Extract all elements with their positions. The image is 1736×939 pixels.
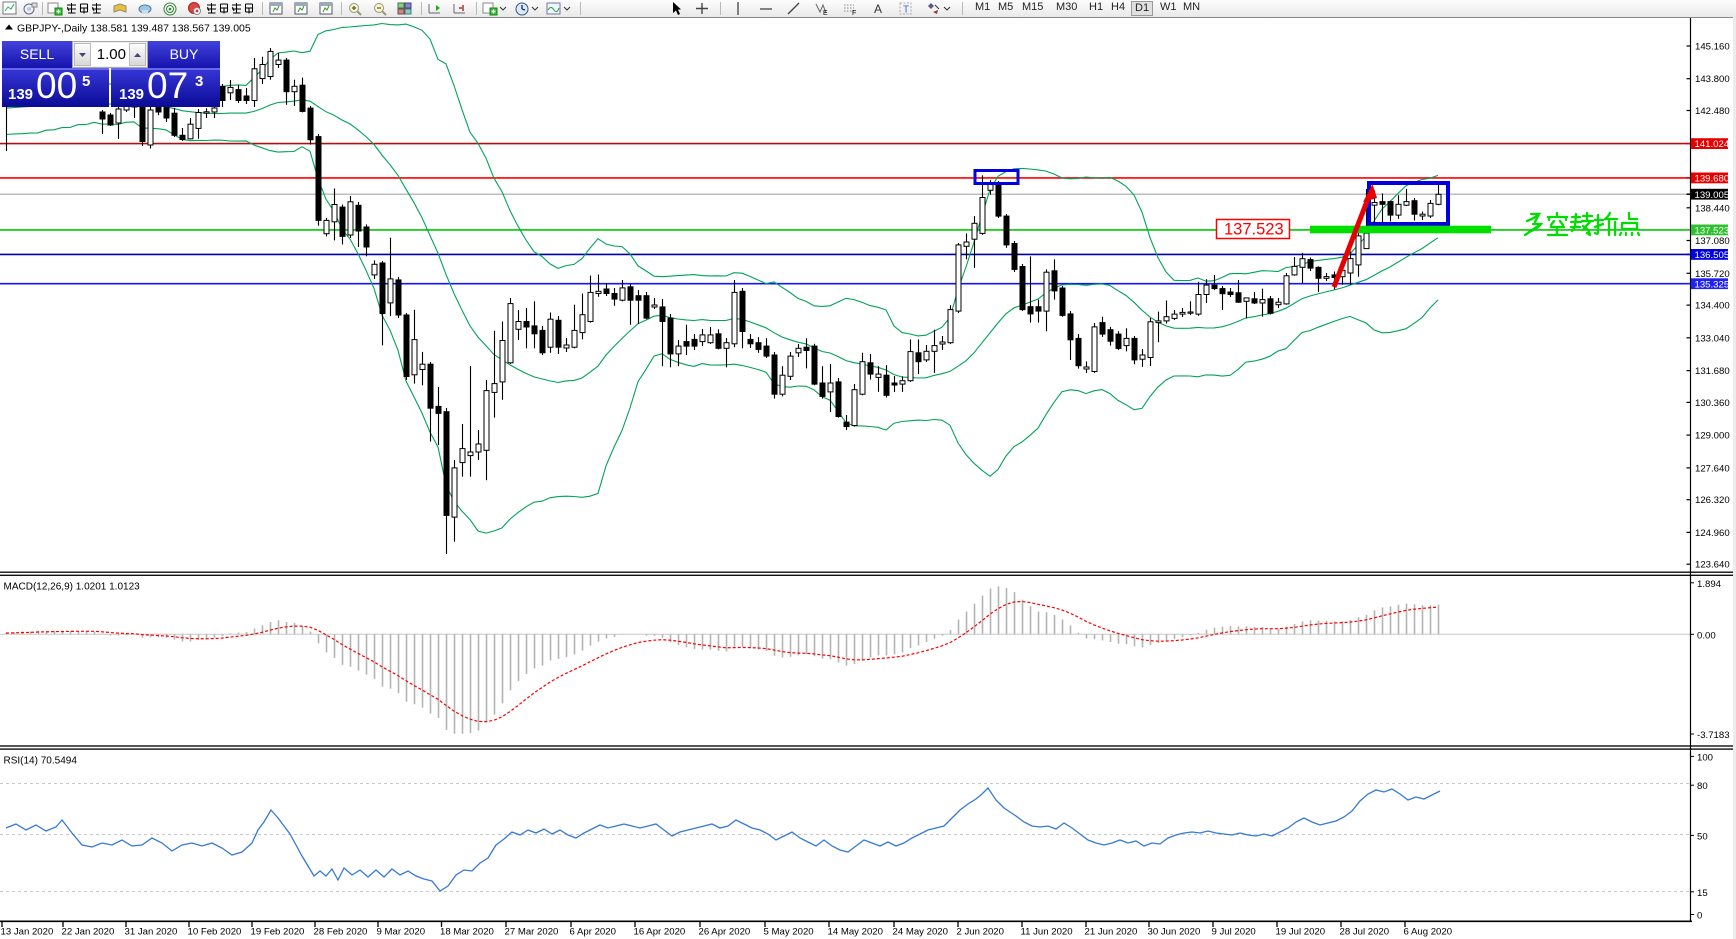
svg-text:A: A — [874, 2, 882, 16]
svg-text:50: 50 — [1697, 831, 1708, 842]
svg-text:0: 0 — [1697, 911, 1702, 922]
svg-text:19 Feb 2020: 19 Feb 2020 — [251, 927, 305, 938]
svg-text:28 Feb 2020: 28 Feb 2020 — [314, 927, 368, 938]
svg-text:15: 15 — [1697, 888, 1708, 899]
svg-text:16 Apr 2020: 16 Apr 2020 — [634, 927, 686, 938]
svg-text:26 Apr 2020: 26 Apr 2020 — [699, 927, 751, 938]
svg-text:130.360: 130.360 — [1695, 398, 1730, 409]
svg-text:124.960: 124.960 — [1695, 528, 1730, 539]
svg-text:19 Jul 2020: 19 Jul 2020 — [1276, 927, 1326, 938]
svg-text:141.024: 141.024 — [1695, 139, 1730, 150]
svg-text:136.505: 136.505 — [1695, 250, 1730, 261]
svg-text:T: T — [903, 5, 909, 16]
svg-text:30 Jun 2020: 30 Jun 2020 — [1148, 927, 1201, 938]
svg-text:2 Jun 2020: 2 Jun 2020 — [957, 927, 1004, 938]
svg-text:22 Jan 2020: 22 Jan 2020 — [62, 927, 115, 938]
svg-text:80: 80 — [1697, 781, 1708, 792]
svg-text:133.040: 133.040 — [1695, 333, 1730, 344]
svg-text:27 Mar 2020: 27 Mar 2020 — [505, 927, 559, 938]
svg-text:100: 100 — [1697, 752, 1713, 763]
svg-text:14 May 2020: 14 May 2020 — [828, 927, 883, 938]
svg-text:1.894: 1.894 — [1697, 579, 1722, 590]
svg-text:127.640: 127.640 — [1695, 463, 1730, 474]
svg-text:137.080: 137.080 — [1695, 236, 1730, 247]
svg-text:6 Aug 2020: 6 Aug 2020 — [1404, 927, 1453, 938]
svg-text:142.480: 142.480 — [1695, 106, 1730, 117]
svg-text:9 Jul 2020: 9 Jul 2020 — [1212, 927, 1256, 938]
svg-text:24 May 2020: 24 May 2020 — [893, 927, 948, 938]
svg-text:RSI(14) 70.5494: RSI(14) 70.5494 — [4, 756, 78, 767]
svg-text:18 Mar 2020: 18 Mar 2020 — [440, 927, 494, 938]
svg-text:135.720: 135.720 — [1695, 269, 1730, 280]
svg-text:137.523: 137.523 — [1224, 221, 1284, 239]
svg-text:E: E — [823, 10, 828, 16]
svg-text:131.680: 131.680 — [1695, 366, 1730, 377]
svg-text:5 May 2020: 5 May 2020 — [764, 927, 814, 938]
svg-text:31 Jan 2020: 31 Jan 2020 — [125, 927, 178, 938]
svg-text:129.000: 129.000 — [1695, 431, 1730, 442]
svg-text:10 Feb 2020: 10 Feb 2020 — [188, 927, 242, 938]
svg-text:GBPJPY-,Daily 138.581 139.487: GBPJPY-,Daily 138.581 139.487 138.567 13… — [17, 23, 251, 35]
svg-text:9 Mar 2020: 9 Mar 2020 — [377, 927, 426, 938]
svg-text:126.320: 126.320 — [1695, 495, 1730, 506]
svg-text:F: F — [852, 10, 856, 16]
svg-text:13 Jan 2020: 13 Jan 2020 — [1, 927, 54, 938]
svg-text:6 Apr 2020: 6 Apr 2020 — [570, 927, 616, 938]
svg-text:21 Jun 2020: 21 Jun 2020 — [1085, 927, 1138, 938]
svg-text:0.00: 0.00 — [1697, 630, 1716, 641]
svg-text:139.005: 139.005 — [1695, 190, 1730, 201]
svg-text:138.440: 138.440 — [1695, 203, 1730, 214]
svg-text:123.640: 123.640 — [1695, 560, 1730, 571]
svg-text:MACD(12,26,9) 1.0201 1.0123: MACD(12,26,9) 1.0201 1.0123 — [4, 582, 141, 593]
svg-text:134.400: 134.400 — [1695, 301, 1730, 312]
svg-text:137.523: 137.523 — [1695, 226, 1730, 237]
svg-text:-3.7183: -3.7183 — [1697, 730, 1730, 741]
svg-text:139.680: 139.680 — [1695, 174, 1730, 185]
svg-text:11 Jun 2020: 11 Jun 2020 — [1021, 927, 1073, 938]
svg-text:143.800: 143.800 — [1695, 74, 1730, 85]
svg-text:28 Jul 2020: 28 Jul 2020 — [1340, 927, 1390, 938]
svg-text:135.325: 135.325 — [1695, 279, 1730, 290]
svg-text:145.160: 145.160 — [1695, 42, 1730, 53]
